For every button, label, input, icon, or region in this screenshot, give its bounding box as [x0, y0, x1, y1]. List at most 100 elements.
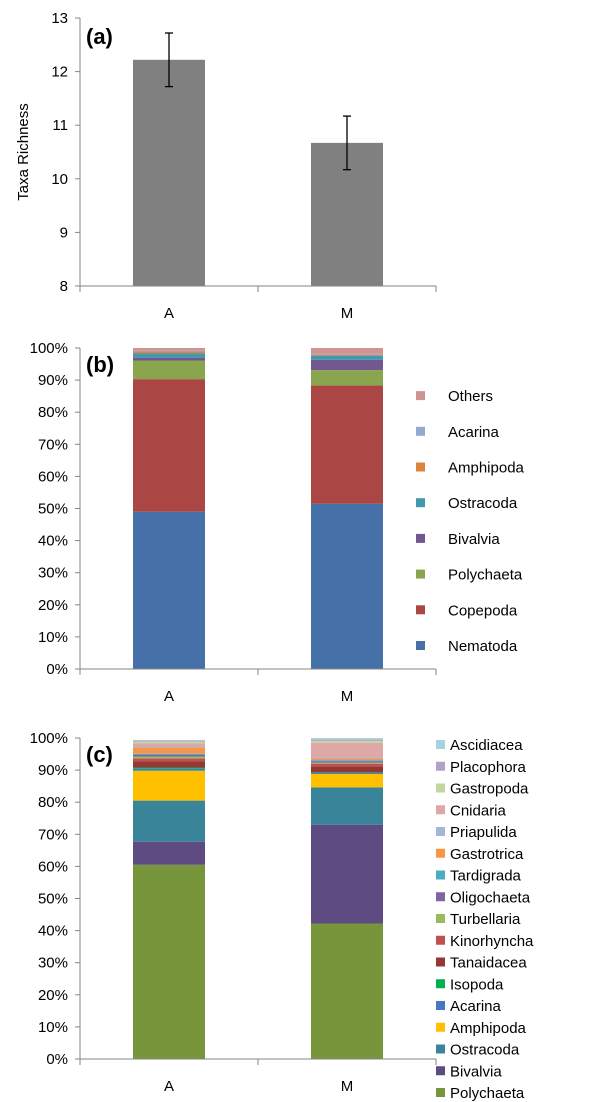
- y-tick-label: 100%: [30, 730, 68, 747]
- x-tick-label: M: [341, 1078, 354, 1095]
- legend: Nematoda Copepoda Polychaeta Bivalvia Ostrac…: [416, 388, 525, 655]
- legend-label-nematoda: Nematoda: [448, 638, 518, 655]
- y-tick-label: 30%: [38, 565, 68, 582]
- bar-others-a: [133, 348, 205, 351]
- legend-label-placophora: Placophora: [450, 759, 527, 776]
- legend-swatch-ostracoda: [436, 1044, 445, 1054]
- legend-label-priapulida: Priapulida: [450, 824, 517, 841]
- bar-tanaidacea-a: [133, 761, 205, 768]
- legend-swatch-bivalvia: [436, 1066, 445, 1076]
- bar-ascidiacea-m: [311, 738, 383, 740]
- y-tick-label: 9: [60, 224, 68, 241]
- y-tick-label: 60%: [38, 468, 68, 485]
- legend-swatch-gastrotrica: [436, 848, 445, 858]
- bar-tardigrada-a: [133, 753, 205, 756]
- legend-swatch-amphipoda: [436, 1022, 445, 1032]
- chart-panel-1: 8 9 10 11 12 13 A M (a) Taxa Richness: [15, 10, 437, 322]
- y-tick-label: 80%: [38, 794, 68, 811]
- legend-label-gastropoda: Gastropoda: [450, 781, 529, 798]
- bar-bivalvia-a: [133, 841, 205, 865]
- y-tick-label: 90%: [38, 762, 68, 779]
- bar-priapulida-a: [133, 746, 205, 748]
- y-tick-label: 10%: [38, 1019, 68, 1036]
- y-tick-label: 10%: [38, 629, 68, 646]
- bar-gastropoda-m: [311, 740, 383, 743]
- legend-label-others: Others: [448, 388, 493, 405]
- y-tick-label: 8: [60, 278, 68, 295]
- bar-bivalvia-m: [311, 824, 383, 924]
- legend-swatch-bivalvia: [416, 533, 425, 543]
- bar-ostracoda-a: [133, 800, 205, 842]
- bar-cnidaria-m: [311, 742, 383, 758]
- legend-label-copepoda: Copepoda: [448, 602, 518, 619]
- legend-label-bivalvia: Bivalvia: [448, 531, 500, 548]
- legend-label-isopoda: Isopoda: [450, 976, 504, 993]
- bar-polychaeta-m: [311, 370, 383, 386]
- bar-a: [133, 59, 205, 286]
- bar-acarina-a: [133, 350, 205, 352]
- panel-label: (c): [86, 742, 113, 767]
- bar-tardigrada-m: [311, 760, 383, 762]
- x-tick-label: M: [341, 305, 354, 322]
- legend-label-ostracoda: Ostracoda: [450, 1042, 520, 1059]
- legend-label-ostracoda: Ostracoda: [448, 495, 518, 512]
- y-tick-label: 0%: [46, 661, 68, 678]
- bar-polychaeta-a: [133, 864, 205, 1059]
- bar-ascidiacea-a: [133, 739, 205, 741]
- y-tick-label: 100%: [30, 340, 68, 357]
- legend-swatch-amphipoda: [416, 462, 425, 472]
- bar-acarina-a: [133, 768, 205, 771]
- y-tick-label: 10: [51, 171, 68, 188]
- bar-polychaeta-m: [311, 923, 383, 1059]
- bar-polychaeta-a: [133, 360, 205, 380]
- bar-amphipoda-m: [311, 355, 383, 357]
- legend-swatch-polychaeta: [416, 569, 425, 579]
- y-tick-label: 0%: [46, 1051, 68, 1068]
- x-tick-label: A: [164, 1078, 174, 1095]
- bar-acarina-m: [311, 772, 383, 774]
- panel-label: (b): [86, 352, 114, 377]
- legend-swatch-ascidiacea: [436, 740, 445, 749]
- y-tick-label: 90%: [38, 372, 68, 389]
- bar-others-m: [311, 348, 383, 354]
- legend-swatch-oligochaeta: [436, 892, 445, 902]
- legend-swatch-kinorhyncha: [436, 935, 445, 945]
- bar-isopoda-a: [133, 767, 205, 769]
- legend-label-ascidiacea: Ascidiacea: [450, 737, 523, 754]
- bar-ostracoda-m: [311, 787, 383, 825]
- legend-swatch-turbellaria: [436, 914, 445, 923]
- legend-label-oligochaeta: Oligochaeta: [450, 889, 531, 906]
- bar-placophora-a: [133, 740, 205, 742]
- legend-swatch-tanaidacea: [436, 957, 445, 967]
- legend-swatch-acarina: [416, 426, 425, 436]
- legend-label-polychaeta: Polychaeta: [450, 1085, 525, 1102]
- bar-turbellaria-m: [311, 762, 383, 764]
- legend-swatch-isopoda: [436, 979, 445, 989]
- legend-label-acarina: Acarina: [450, 998, 502, 1015]
- bar-gastropoda-a: [133, 741, 205, 744]
- bar-ostracoda-a: [133, 353, 205, 358]
- y-tick-label: 11: [52, 117, 68, 134]
- bar-copepoda-m: [311, 385, 383, 504]
- legend: Polychaeta Bivalvia Ostracoda Amphipoda Acar…: [436, 737, 534, 1102]
- y-tick-label: 70%: [38, 826, 68, 843]
- y-tick-label: 60%: [38, 858, 68, 875]
- bar-isopoda-m: [311, 772, 383, 773]
- legend-label-acarina: Acarina: [448, 424, 500, 441]
- y-tick-label: 80%: [38, 404, 68, 421]
- legend-swatch-polychaeta: [436, 1088, 445, 1097]
- y-tick-label: 12: [51, 64, 68, 81]
- legend-swatch-acarina: [436, 1001, 445, 1010]
- bar-priapulida-m: [311, 757, 383, 759]
- legend-label-turbellaria: Turbellaria: [450, 911, 521, 928]
- x-tick-label: A: [164, 305, 174, 322]
- y-tick-label: 13: [51, 10, 68, 27]
- legend-label-amphipoda: Amphipoda: [450, 1020, 527, 1037]
- bar-bivalvia-a: [133, 357, 205, 361]
- legend-label-amphipoda: Amphipoda: [448, 460, 525, 477]
- legend-swatch-ostracoda: [416, 498, 425, 508]
- y-tick-label: 30%: [38, 955, 68, 972]
- y-tick-label: 50%: [38, 891, 68, 908]
- y-tick-label: 50%: [38, 501, 68, 518]
- bar-bivalvia-m: [311, 359, 383, 371]
